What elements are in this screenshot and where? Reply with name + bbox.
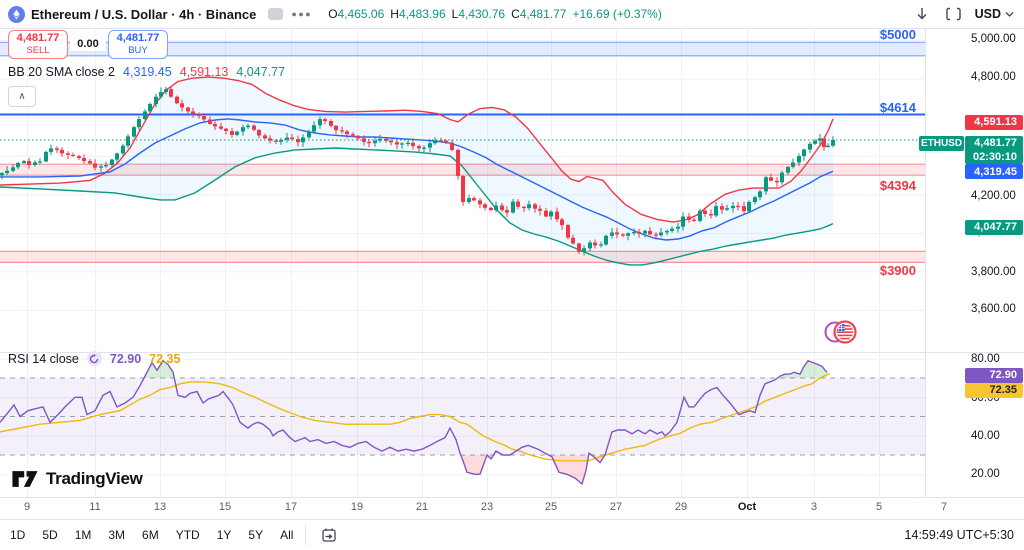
sell-button[interactable]: 4,481.77 SELL: [8, 30, 68, 59]
range-button-1y[interactable]: 1Y: [216, 528, 232, 542]
bottom-toolbar: 1D 5D 1M 3M 6M YTD 1Y 5Y All 14:59:49 UTC+5:30: [0, 520, 1024, 550]
price-level-label[interactable]: $3900: [879, 263, 916, 278]
economic-event-flag-icon[interactable]: [816, 316, 862, 348]
time-axis-label: 29: [674, 501, 688, 513]
ohlc-key: O: [328, 7, 338, 21]
price-marker-label: 72.90: [965, 367, 1023, 383]
price-level-label[interactable]: $4614: [879, 100, 916, 115]
price-marker-label: 72.35: [965, 382, 1023, 398]
time-axis-label: 5: [875, 501, 883, 513]
ohlc-key: H: [390, 7, 399, 21]
sell-label: SELL: [26, 45, 50, 56]
ohlc-value: 4,465.06: [337, 7, 385, 21]
tradingview-logo[interactable]: TradingView: [10, 468, 143, 490]
price-marker-label: 4,047.77: [965, 219, 1023, 235]
time-axis-label: 27: [609, 501, 623, 513]
download-icon[interactable]: [911, 3, 933, 25]
chevron-down-icon: [1005, 12, 1014, 17]
axis-tick-label: 40.00: [971, 430, 1000, 442]
range-button-3m[interactable]: 3M: [108, 528, 126, 542]
tradingview-mark-icon: [12, 471, 38, 487]
time-axis-label: 13: [153, 501, 167, 513]
time-axis-label: 15: [218, 501, 232, 513]
time-axis-label: 7: [940, 501, 948, 513]
price-change: +16.69 (+0.37%): [572, 7, 662, 21]
symbol-price-tag: ETHUSD: [919, 135, 964, 151]
fullscreen-icon[interactable]: [943, 3, 965, 25]
axis-tick-label: 5,000.00: [971, 33, 1016, 45]
buy-price: 4,481.77: [116, 32, 160, 44]
tradingview-logo-text: TradingView: [46, 469, 143, 488]
more-options-icon[interactable]: ●●●: [291, 9, 313, 19]
time-axis-label: 17: [284, 501, 298, 513]
ohlc-key: L: [451, 7, 459, 21]
date-range-switcher: 1D 5D 1M 3M 6M YTD 1Y 5Y All: [10, 528, 293, 542]
time-axis-label: 25: [544, 501, 558, 513]
range-button-6m[interactable]: 6M: [142, 528, 159, 542]
axis-tick-label: 4,200.00: [971, 190, 1016, 202]
trade-panel: 4,481.77 SELL 0.00 4,481.77 BUY: [8, 30, 168, 59]
time-axis-label: 3: [810, 501, 818, 513]
time-axis-label: 19: [350, 501, 364, 513]
session-clock[interactable]: 14:59:49 UTC+5:30: [904, 528, 1014, 542]
rsi-value: 72.90: [109, 351, 142, 366]
range-button-5d[interactable]: 5D: [42, 528, 58, 542]
sell-price: 4,481.77: [16, 32, 60, 44]
range-button-1d[interactable]: 1D: [10, 528, 26, 542]
chart-header: Ethereum / U.S. Dollar · 4h · Binance ●●…: [0, 0, 1024, 28]
price-marker-label: 4,319.45: [965, 164, 1023, 179]
axis-tick-label: 3,800.00: [971, 266, 1016, 278]
bb-name: BB 20 SMA close 2: [8, 65, 116, 79]
ohlc-values: O 4,465.06 H 4,483.96 L 4,430.76 C 4,481.77: [322, 7, 566, 21]
bb-indicator-legend: BB 20 SMA close 2 4,319.45 4,591.13 4,04…: [8, 65, 285, 79]
price-marker-label: 4,591.13: [965, 114, 1023, 130]
rsi-refresh-icon[interactable]: [86, 351, 102, 366]
price-level-label[interactable]: $5000: [879, 27, 916, 42]
price-marker-label: 4,481.77: [965, 135, 1023, 151]
rsi-name: RSI 14 close: [8, 351, 79, 366]
price-level-label[interactable]: $4394: [879, 178, 916, 193]
ohlc-value: 4,430.76: [458, 7, 506, 21]
time-axis-label: 9: [23, 501, 31, 513]
spread-value: 0.00: [70, 36, 106, 51]
ethereum-icon: [8, 5, 25, 23]
range-button-all[interactable]: All: [280, 528, 294, 542]
go-to-date-calendar-icon[interactable]: [318, 524, 340, 546]
ohlc-value: 4,483.96: [398, 7, 446, 21]
flag-icon[interactable]: [268, 8, 284, 20]
symbol-title[interactable]: Ethereum / U.S. Dollar · 4h · Binance: [31, 6, 257, 22]
rsi-ma-value: 72.35: [149, 351, 181, 366]
time-axis-label: 11: [89, 501, 101, 513]
axis-tick-label: 4,800.00: [971, 71, 1016, 83]
price-marker-label: 02:30:10: [965, 149, 1023, 164]
range-button-ytd[interactable]: YTD: [175, 528, 200, 542]
rsi-indicator-legend: RSI 14 close 72.90 72.35: [8, 351, 180, 366]
bb-upper-value: 4,591.13: [179, 65, 229, 79]
bb-lower-value: 4,047.77: [236, 65, 286, 79]
range-button-5y[interactable]: 5Y: [248, 528, 264, 542]
range-button-1m[interactable]: 1M: [74, 528, 92, 542]
axis-tick-label: 80.00: [971, 353, 1000, 365]
time-axis-label: 23: [480, 501, 494, 513]
toolbar-divider: [305, 525, 307, 545]
time-axis-label: Oct: [737, 501, 757, 513]
axis-tick-label: 3,600.00: [971, 303, 1016, 315]
ohlc-value: 4,481.77: [519, 7, 567, 21]
collapse-legend-button[interactable]: ∧: [8, 86, 36, 107]
buy-button[interactable]: 4,481.77 BUY: [108, 30, 168, 59]
buy-label: BUY: [128, 45, 148, 56]
ohlc-key: C: [511, 7, 520, 21]
bb-basis-value: 4,319.45: [123, 65, 172, 79]
currency-select[interactable]: USD: [975, 7, 1014, 21]
time-axis-label: 21: [415, 501, 429, 513]
currency-label: USD: [974, 7, 1001, 21]
axis-tick-label: 20.00: [971, 468, 1000, 480]
